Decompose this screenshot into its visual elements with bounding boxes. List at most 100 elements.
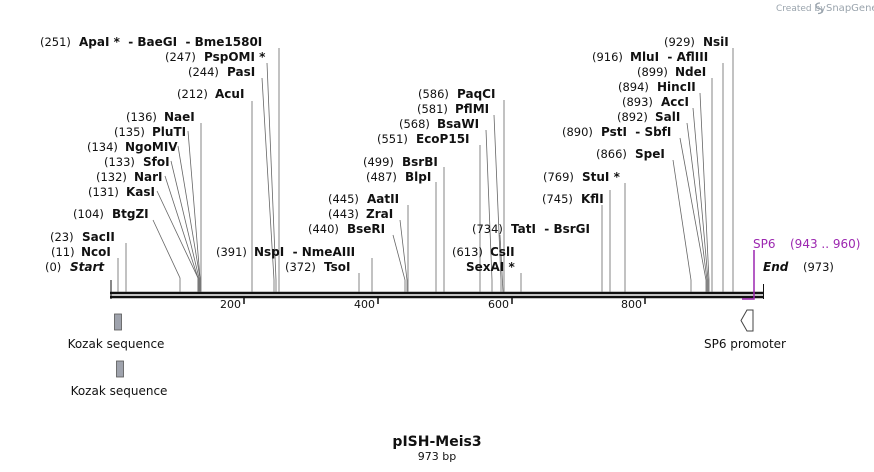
enzyme-label-stui[interactable]: (769) StuI *: [543, 170, 621, 184]
svg-text:CslI: CslI: [490, 245, 515, 259]
connector-bseri: [392, 234, 406, 292]
enzyme-label-nspi[interactable]: (391) NspI - NmeAIII: [216, 245, 355, 259]
svg-text:SacII: SacII: [82, 230, 115, 244]
enzyme-label-kasi[interactable]: (131) KasI: [88, 185, 155, 199]
svg-text:End: End: [763, 260, 789, 274]
primer-sp6[interactable]: SP6 (943 .. 960): [742, 237, 860, 300]
svg-text:(23): (23): [50, 230, 74, 244]
enzyme-label-acui[interactable]: (212) AcuI: [177, 87, 244, 101]
enzyme-label-hincii[interactable]: (894) HincII: [618, 80, 696, 94]
svg-text:BsrBI: BsrBI: [402, 155, 438, 169]
enzyme-label-zrai[interactable]: (443) ZraI: [328, 207, 393, 221]
svg-text:(899): (899): [637, 65, 668, 79]
svg-text:BtgZI: BtgZI: [112, 207, 149, 221]
svg-text:PflMI: PflMI: [455, 102, 489, 116]
svg-text:SfoI: SfoI: [143, 155, 170, 169]
svg-text:(613): (613): [452, 245, 483, 259]
enzyme-label-apai[interactable]: (251) ApaI * - BaeGI - Bme1580I: [40, 35, 262, 49]
svg-text:(894): (894): [618, 80, 649, 94]
enzyme-label-bsrbi[interactable]: (499) BsrBI: [363, 155, 438, 169]
svg-text:(132): (132): [96, 170, 127, 184]
svg-text:(135): (135): [114, 125, 145, 139]
enzyme-label-blpi[interactable]: (487) BlpI: [366, 170, 431, 184]
svg-text:400: 400: [354, 298, 375, 311]
svg-text:(136): (136): [126, 110, 157, 124]
svg-text:(104): (104): [73, 207, 104, 221]
enzyme-label-nari[interactable]: (132) NarI: [96, 170, 163, 184]
svg-text:(244): (244): [188, 65, 219, 79]
enzyme-label-naei[interactable]: (136) NaeI: [126, 110, 195, 124]
svg-text:NsiI: NsiI: [703, 35, 729, 49]
axis-tick-800: 800: [621, 297, 646, 311]
enzyme-label-tati[interactable]: (734) TatI - BsrGI: [472, 222, 590, 236]
map-title: pISH-Meis3: [392, 434, 481, 450]
enzyme-label-ncoi[interactable]: (11) NcoI: [51, 245, 111, 259]
enzyme-label-sexai[interactable]: SexAI *: [466, 260, 515, 274]
enzyme-label-sacii[interactable]: (23) SacII: [50, 230, 115, 244]
svg-text:(769): (769): [543, 170, 574, 184]
enzyme-label-btgzi[interactable]: (104) BtgZI: [73, 207, 149, 221]
svg-text:AatII: AatII: [367, 192, 399, 206]
enzyme-label-sali[interactable]: (892) SalI: [617, 110, 680, 124]
svg-text:StuI *: StuI *: [582, 170, 621, 184]
axis-tick-400: 400: [354, 297, 379, 311]
enzyme-labels: (11) NcoI (23) SacII (104) BtgZI (131) KasI …: [40, 35, 729, 274]
svg-text:EcoP15I: EcoP15I: [416, 132, 470, 146]
enzyme-label-bseri[interactable]: (440) BseRI: [308, 222, 385, 236]
svg-text:SexAI *: SexAI *: [466, 260, 515, 274]
svg-text:(581): (581): [417, 102, 448, 116]
svg-text:Start: Start: [70, 260, 105, 274]
enzyme-label-csli[interactable]: (613) CslI: [452, 245, 515, 259]
svg-text:NspI - NmeAIII: NspI - NmeAIII: [254, 245, 355, 259]
svg-text:(212): (212): [177, 87, 208, 101]
feature-sp6-promoter[interactable]: SP6 promoter: [704, 309, 786, 351]
enzyme-label-pluti[interactable]: (135) PluTI: [114, 125, 186, 139]
svg-text:NgoMIV: NgoMIV: [125, 140, 178, 154]
feature-kozak-2[interactable]: Kozak sequence: [71, 360, 168, 398]
enzyme-label-ndei[interactable]: (899) NdeI: [637, 65, 706, 79]
enzyme-label-sfoi[interactable]: (133) SfoI: [104, 155, 170, 169]
credit-created-by: Created by: [776, 4, 826, 14]
svg-text:(929): (929): [664, 35, 695, 49]
enzyme-label-psti[interactable]: (890) PstI - SbfI: [562, 125, 671, 139]
enzyme-label-ngomiv[interactable]: (134) NgoMIV: [87, 140, 178, 154]
svg-text:SpeI: SpeI: [635, 147, 665, 161]
credit-brand: SnapGene: [826, 3, 874, 14]
map-subtitle: 973 bp: [418, 450, 456, 463]
svg-text:BsaWI: BsaWI: [437, 117, 479, 131]
connector-pluti: [187, 130, 201, 292]
enzyme-label-kfli[interactable]: (745) KflI: [542, 192, 604, 206]
svg-text:(890): (890): [562, 125, 593, 139]
svg-text:(973): (973): [803, 260, 834, 274]
svg-text:PstI - SbfI: PstI - SbfI: [601, 125, 671, 139]
enzyme-label-ecop15i[interactable]: (551) EcoP15I: [377, 132, 470, 146]
enzyme-label-mlui[interactable]: (916) MluI - AflIII: [592, 50, 708, 64]
svg-text:(943 .. 960): (943 .. 960): [790, 237, 860, 251]
enzyme-label-acci[interactable]: (893) AccI: [622, 95, 689, 109]
svg-text:Kozak sequence: Kozak sequence: [68, 337, 165, 351]
enzyme-label-pspomi[interactable]: (247) PspOMI *: [165, 50, 266, 64]
svg-text:SP6 promoter: SP6 promoter: [704, 337, 786, 351]
enzyme-label-pasi[interactable]: (244) PasI: [188, 65, 255, 79]
svg-text:(916): (916): [592, 50, 623, 64]
connector-sfoi: [170, 160, 200, 292]
connector-sali: [686, 122, 708, 292]
svg-text:(892): (892): [617, 110, 648, 124]
svg-text:200: 200: [220, 298, 241, 311]
svg-text:(247): (247): [165, 50, 196, 64]
feature-kozak-1[interactable]: Kozak sequence: [68, 313, 165, 351]
svg-text:PspOMI *: PspOMI *: [204, 50, 266, 64]
svg-text:(391): (391): [216, 245, 247, 259]
enzyme-label-spei[interactable]: (866) SpeI: [596, 147, 665, 161]
enzyme-label-bsawi[interactable]: (568) BsaWI: [399, 117, 479, 131]
snapgene-logo-icon: [815, 2, 823, 15]
svg-text:(131): (131): [88, 185, 119, 199]
enzyme-label-tsoi[interactable]: (372) TsoI: [285, 260, 350, 274]
enzyme-label-aatii[interactable]: (445) AatII: [328, 192, 399, 206]
enzyme-label-nsii[interactable]: (929) NsiI: [664, 35, 729, 49]
svg-text:AcuI: AcuI: [215, 87, 244, 101]
svg-text:(487): (487): [366, 170, 397, 184]
enzyme-label-paqci[interactable]: (586) PaqCI: [418, 87, 495, 101]
axis-tick-200: 200: [220, 297, 245, 311]
enzyme-label-pflmi[interactable]: (581) PflMI: [417, 102, 489, 116]
